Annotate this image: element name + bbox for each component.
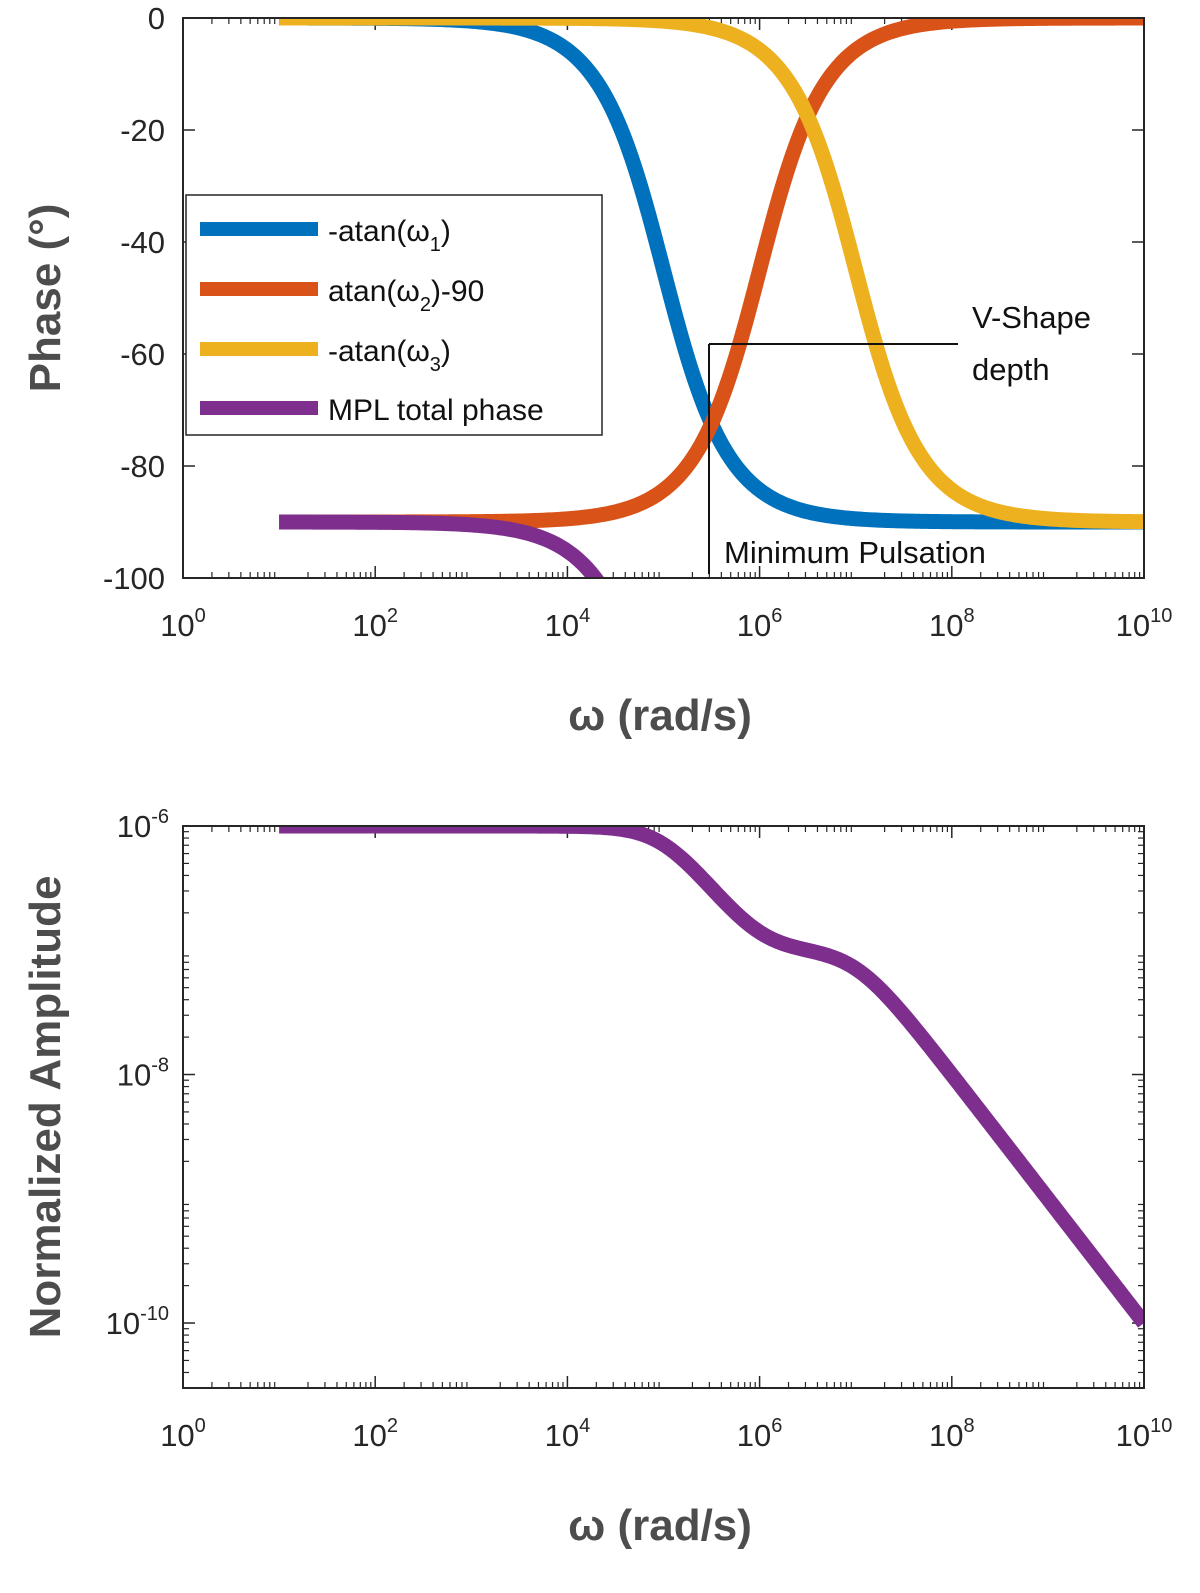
- phase-xlabel: ω (rad/s): [568, 691, 752, 740]
- amp-ytick-label: 10-8: [117, 1055, 169, 1093]
- amp-xtick-label: 1010: [1116, 1415, 1173, 1453]
- amp-axes-box: [183, 826, 1144, 1388]
- amplitude-plot: 100 102 104 106 108 1010 10-6 10-8 10-10 ω (rad/…: [21, 806, 1172, 1550]
- vshape-label-line2: depth: [972, 352, 1050, 387]
- phase-ytick-label: -100: [103, 561, 165, 596]
- phase-xtick-label: 100: [160, 605, 206, 643]
- phase-xtick-label: 1010: [1116, 605, 1173, 643]
- amp-axes-frame: [182, 825, 1145, 1389]
- vshape-label-line1: V-Shape: [972, 300, 1091, 335]
- phase-legend: -atan(ω1) atan(ω2)-90 -atan(ω3) MPL tota…: [185, 194, 603, 436]
- legend-label-s1: -atan(ω1): [328, 215, 451, 256]
- amp-xtick-label: 108: [929, 1415, 975, 1453]
- phase-xtick-label: 102: [352, 605, 398, 643]
- legend-label-s4: MPL total phase: [328, 394, 544, 427]
- phase-xtick-label: 104: [545, 605, 591, 643]
- phase-ytick-label: -80: [120, 449, 165, 484]
- amp-xtick-label: 106: [737, 1415, 783, 1453]
- legend-label-s2: atan(ω2)-90: [328, 275, 484, 316]
- amp-series-line: [273, 826, 1144, 1328]
- phase-ytick-label: -20: [120, 113, 165, 148]
- phase-ytick-label: -40: [120, 225, 165, 260]
- amp-ylabel: Normalized Amplitude: [21, 876, 70, 1339]
- legend-label-s3: -atan(ω3): [328, 335, 451, 376]
- phase-xtick-label: 108: [929, 605, 975, 643]
- amp-ytick-label: 10-10: [106, 1303, 169, 1341]
- phase-plot: 100 102 104 106 108 1010 0 -20 -40 -60 -80 -100 V-S…: [21, 1, 1172, 740]
- phase-annotations: V-Shape depth Minimum Pulsation: [708, 300, 1091, 574]
- amp-xtick-label: 104: [545, 1415, 591, 1453]
- amp-ytick-label: 10-6: [117, 806, 169, 844]
- phase-ticks: 100 102 104 106 108 1010 0 -20 -40 -60 -80 -100: [103, 1, 1172, 643]
- amp-xtick-label: 102: [352, 1415, 398, 1453]
- phase-series-s4: [273, 514, 605, 578]
- phase-axes-frame: [182, 17, 1145, 579]
- amp-xlabel: ω (rad/s): [568, 1501, 752, 1550]
- min-pulsation-label: Minimum Pulsation: [724, 535, 986, 570]
- phase-ylabel: Phase (°): [21, 204, 70, 393]
- phase-ytick-label: -60: [120, 337, 165, 372]
- phase-xtick-label: 106: [737, 605, 783, 643]
- phase-ytick-label: 0: [148, 1, 165, 36]
- amp-curves: [273, 826, 1144, 1328]
- amp-xtick-label: 100: [160, 1415, 206, 1453]
